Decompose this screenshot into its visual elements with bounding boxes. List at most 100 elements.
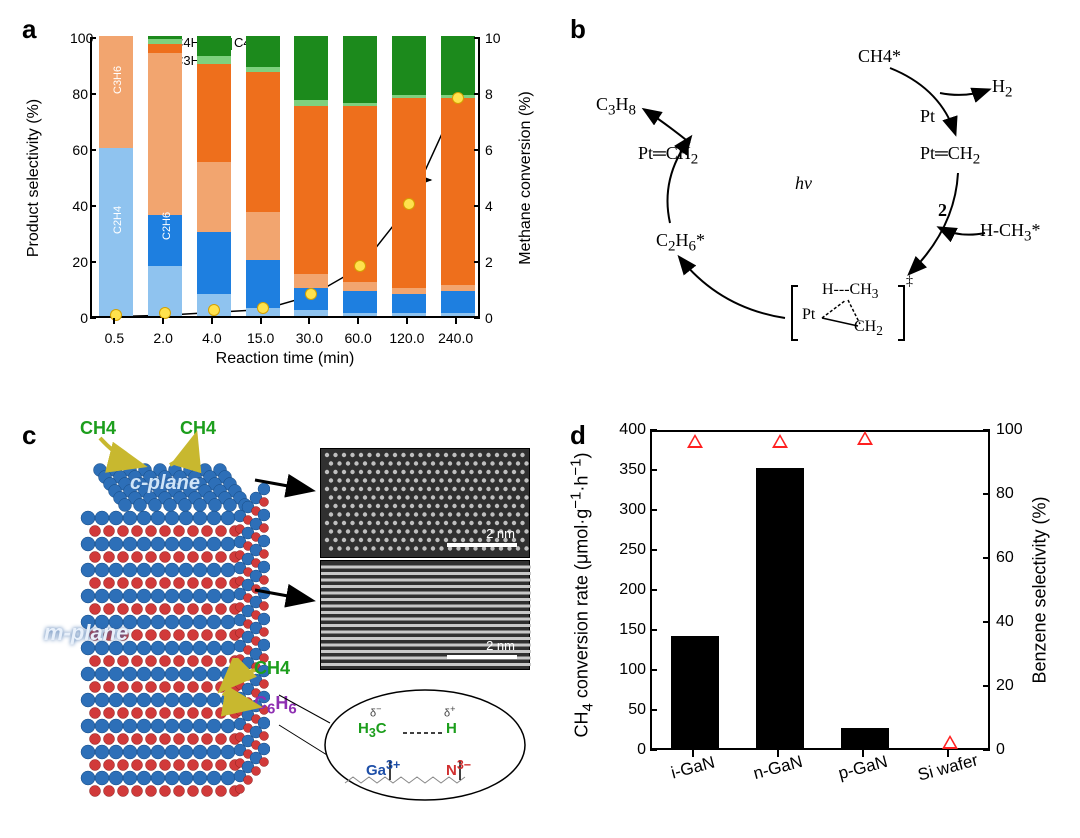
panel-d-ytick-left: 100 [619,661,646,679]
panel-d-ytick-right: 0 [996,741,1005,759]
bar-segment-C4H8 [294,100,328,106]
panel-d-bar [756,468,804,748]
panel-a-xtick: 0.5 [105,330,124,346]
species-pt: Pt [920,106,935,127]
delta-minus: δ− [370,704,381,720]
conversion-marker [305,288,317,300]
bar-segment-C4H10 [441,36,475,95]
panel-a-ytick-right: 10 [485,30,507,46]
bar-segment-C2H6 [197,232,231,294]
bar-segment-C2H4 [294,310,328,316]
bar-segment-C3H6 [294,274,328,288]
selectivity-marker [857,431,873,445]
bar-segment-C3H6 [441,285,475,291]
panel-a-ytick-left: 80 [70,86,88,102]
stacked-bar [148,36,182,316]
panel-a-ytick-right: 4 [485,198,507,214]
panel-d-ytick-left: 350 [619,461,646,479]
panel-d-plot-area [650,430,990,750]
selectivity-marker [772,434,788,448]
bar-segment-C3H8 [197,64,231,162]
panel-a-ytick-left: 40 [70,198,88,214]
panel-d-bar [841,728,889,748]
panel-a-xtick: 240.0 [438,330,473,346]
stacked-bar [441,36,475,316]
bar-segment-C3H6 [197,162,231,232]
bar-segment-C3H6 [246,212,280,260]
panel-d-chart: CH4 conversion rate (μmol·g−1·h−1) Benze… [560,400,1060,820]
panel-a-xtick: 120.0 [389,330,424,346]
panel-d-ytick-left: 400 [619,421,646,439]
conversion-marker [257,302,269,314]
tem2-scaletext: 2 nm [486,638,515,653]
step-multiplier: 2 [938,200,947,221]
m-plane-label: m-plane [44,620,128,646]
panel-d-ytick-right: 40 [996,613,1014,631]
ts-pt: Pt [802,306,815,324]
conversion-marker [208,304,220,316]
panel-a-plot-area: C4H8 C4H10 C3H8 C2H4C3H6C2H6 [90,38,480,318]
panel-a-ytick-right: 2 [485,254,507,270]
panel-a-ytick-left: 0 [70,310,88,326]
bar-segment-C4H10 [148,36,182,39]
panel-a-ytick-left: 20 [70,254,88,270]
ch4-top-arrows [80,430,250,480]
panel-d-ytick-left: 300 [619,501,646,519]
panel-d-bar [671,636,719,748]
stacked-bar [246,36,280,316]
bar-segment-C4H8 [392,95,426,98]
stacked-bar [197,36,231,316]
species-c2h6: C2H6* [656,230,705,256]
mech-ga: Ga3+ [366,758,400,779]
bar-segment-C4H8 [343,103,377,106]
bar-segment-C3H6 [343,282,377,290]
panel-d-ytick-left: 0 [637,741,646,759]
species-ch4star: CH4* [858,46,901,67]
panel-a-chart: Product selectivity (%) Methane conversi… [20,18,540,378]
bar-segment-C3H6 [392,288,426,294]
panel-a-ytick-left: 60 [70,142,88,158]
stacked-bar [294,36,328,316]
bar-segment-C2H6 [246,260,280,308]
delta-plus: δ+ [444,704,455,720]
conversion-marker [110,309,122,321]
species-ptch2-right: Pt═CH2 [920,143,980,169]
mech-h: H [446,720,457,737]
panel-c-structure: 2 nm 2 nm CH4 CH4 c-plane m-plane CH4 C6… [20,400,550,820]
tem-cplane: 2 nm [320,448,530,558]
bar-segment-C3H8 [343,106,377,282]
bar-segment-C2H6 [343,291,377,313]
ts-dagger: ‡ [906,274,913,290]
cycle-arrows-svg [560,18,1060,378]
selectivity-marker [942,735,958,749]
ts-bonds-svg [818,294,878,330]
conversion-marker [403,198,415,210]
panel-d-ytick-left: 200 [619,581,646,599]
panel-a-ytick-left: 100 [70,30,88,46]
tem1-scaletext: 2 nm [486,526,515,541]
bar-segment-C3H6 [148,53,182,215]
panel-a-xtick: 30.0 [296,330,323,346]
bar-segment-C4H8 [148,39,182,45]
bar-segment-C4H10 [294,36,328,100]
conversion-marker [354,260,366,272]
panel-a-xtick: 2.0 [153,330,172,346]
species-hch3: H-CH3* [980,220,1041,246]
conversion-marker [159,307,171,319]
mech-h3c: H3C [358,720,387,740]
bar-segment-C2H4 [343,313,377,316]
panel-a-ylabel-right: Methane conversion (%) [517,91,535,264]
panel-d-ylabel-left: CH4 conversion rate (μmol·g−1·h−1) [568,452,597,737]
panel-d-ytick-right: 60 [996,549,1014,567]
bar-segment-C3H8 [148,44,182,52]
panel-b-cycle: CH4* Pt H2 Pt═CH2 2 H-CH3* H---CH3 Pt CH… [560,18,1060,378]
species-h2: H2 [992,76,1013,102]
panel-d-ylabel-right: Benzene selectivity (%) [1030,496,1051,683]
selectivity-marker [687,434,703,448]
panel-d-ytick-right: 20 [996,677,1014,695]
bar-segment-C4H10 [246,36,280,67]
tem2-scalebar [447,655,517,659]
panel-a-xlabel: Reaction time (min) [216,350,355,368]
bar-segment-C3H8 [246,72,280,212]
panel-d-ytick-left: 250 [619,541,646,559]
